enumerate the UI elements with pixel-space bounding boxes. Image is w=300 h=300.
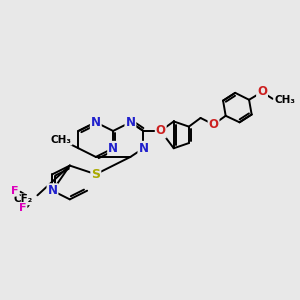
Text: CH₃: CH₃ — [51, 135, 72, 145]
Text: O: O — [156, 124, 166, 137]
Text: N: N — [47, 184, 58, 197]
Text: N: N — [125, 116, 135, 129]
Text: F: F — [19, 203, 26, 213]
Text: N: N — [108, 142, 118, 155]
Text: N: N — [91, 116, 101, 129]
Text: CH₃: CH₃ — [274, 95, 295, 105]
Text: N: N — [138, 142, 148, 155]
Text: O: O — [257, 85, 267, 98]
Text: F: F — [11, 186, 19, 196]
Text: S: S — [91, 168, 100, 181]
Text: CF₂: CF₂ — [14, 194, 33, 204]
Text: O: O — [208, 118, 219, 131]
